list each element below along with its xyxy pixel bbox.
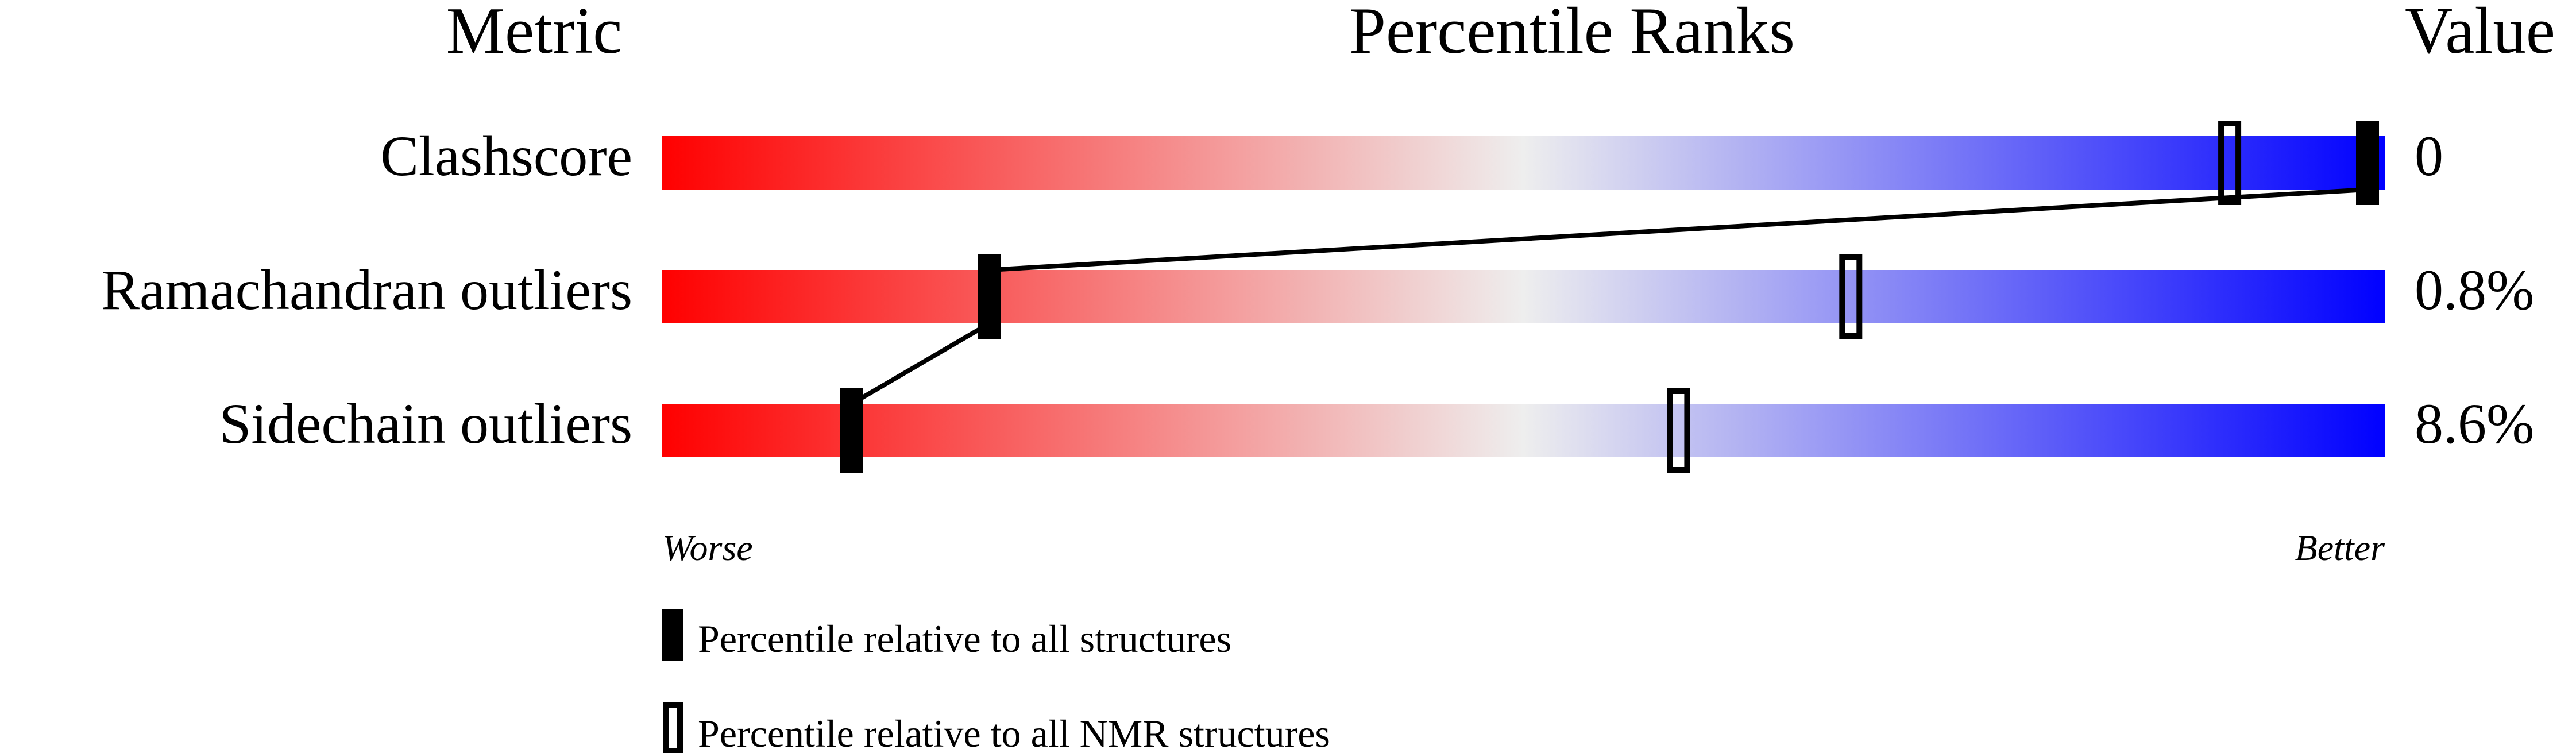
metric-label: Clashscore bbox=[380, 124, 632, 188]
connector-line bbox=[989, 187, 2368, 272]
header-value: Value bbox=[2405, 0, 2555, 67]
better-label: Better bbox=[2295, 527, 2385, 568]
worse-label: Worse bbox=[662, 527, 753, 568]
legend-open-marker-icon bbox=[663, 702, 683, 753]
metric-label: Sidechain outliers bbox=[219, 392, 632, 455]
nmr-percentile-marker bbox=[1667, 388, 1690, 473]
legend-all-structures: Percentile relative to all structures bbox=[698, 617, 1231, 661]
percentile-bar bbox=[662, 270, 2385, 323]
all-percentile-marker bbox=[2356, 121, 2380, 205]
legend-filled-marker-icon bbox=[662, 609, 683, 661]
nmr-percentile-marker bbox=[1839, 254, 1863, 339]
header-metric: Metric bbox=[446, 0, 623, 67]
metric-value: 0 bbox=[2415, 124, 2443, 188]
nmr-percentile-marker bbox=[2218, 121, 2242, 205]
metric-label: Ramachandran outliers bbox=[101, 258, 632, 322]
percentile-bar bbox=[662, 136, 2385, 190]
percentile-bar bbox=[662, 404, 2385, 457]
legend-nmr-structures: Percentile relative to all NMR structure… bbox=[698, 712, 1330, 753]
metric-value: 0.8% bbox=[2415, 258, 2534, 322]
header-percentile-ranks: Percentile Ranks bbox=[1349, 0, 1795, 67]
metric-value: 8.6% bbox=[2415, 392, 2534, 455]
connector-line bbox=[850, 321, 991, 406]
